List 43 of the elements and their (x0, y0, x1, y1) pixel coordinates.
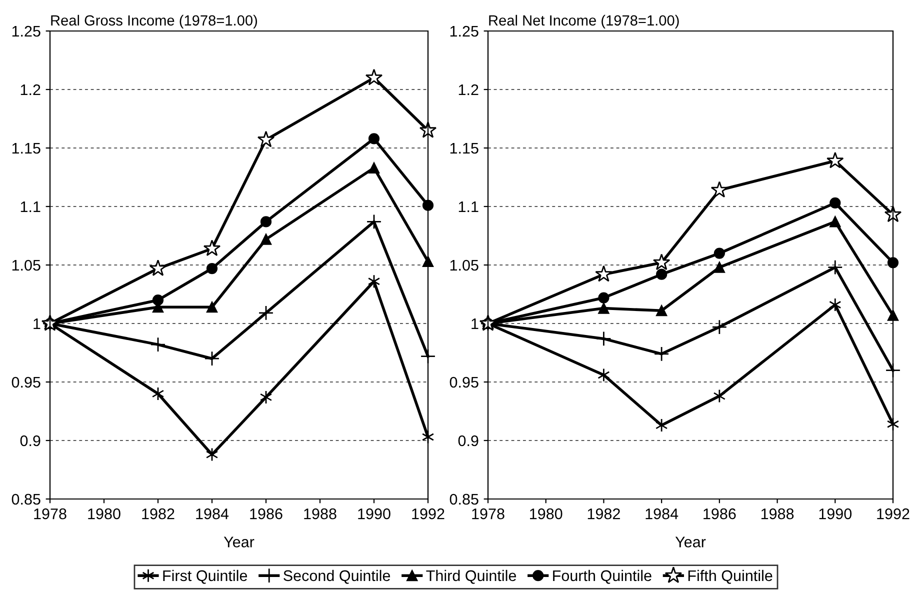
y-tick-label: 0.85 (450, 494, 478, 505)
x-tick-label: 1980 (88, 508, 120, 520)
x-tick-label: 1992 (877, 508, 910, 520)
chart-title: Real Gross Income (1978=1.00) (51, 14, 258, 28)
y-tick-label: 1.05 (12, 260, 40, 271)
x-axis-title: Year (224, 536, 254, 548)
x-tick-label: 1978 (472, 508, 504, 520)
x-tick-label: 1990 (819, 508, 852, 520)
y-tick-label: 0.95 (12, 376, 40, 388)
y-tick-label: 0.95 (450, 376, 478, 388)
x-tick-label: 1990 (358, 508, 390, 520)
x-tick-label: 1992 (412, 508, 444, 520)
y-tick-label: 1.25 (12, 26, 40, 37)
legend-label: First Quintile (163, 570, 248, 584)
x-tick-label: 1986 (250, 508, 282, 520)
y-tick-label: 0.85 (12, 494, 40, 505)
y-tick-label: 1.2 (458, 84, 478, 96)
y-tick-label: 1.15 (12, 143, 40, 154)
legend-label: Fifth Quintile (688, 570, 772, 584)
x-tick-label: 1986 (704, 508, 736, 520)
x-tick-label: 1982 (588, 508, 620, 520)
x-tick-label: 1980 (530, 508, 562, 520)
y-tick-label: 1.25 (450, 26, 478, 37)
x-tick-label: 1988 (761, 508, 794, 520)
y-tick-label: 1.1 (20, 202, 40, 212)
legend-label: Third Quintile (426, 570, 516, 584)
y-tick-label: 1 (472, 318, 478, 330)
chart-title: Real Net Income (1978=1.00) (489, 14, 679, 28)
x-tick-label: 1984 (646, 508, 678, 520)
x-tick-label: 1982 (142, 508, 174, 520)
y-tick-label: 0.9 (458, 435, 478, 446)
y-tick-label: 1.1 (458, 202, 478, 212)
x-axis-title: Year (675, 536, 706, 548)
legend-label: Second Quintile (284, 570, 390, 584)
y-tick-label: 1 (34, 318, 40, 330)
x-tick-label: 1978 (34, 508, 66, 520)
y-tick-label: 1.2 (20, 84, 40, 96)
y-tick-label: 0.9 (20, 435, 40, 446)
y-tick-label: 1.15 (450, 143, 478, 154)
legend-label: Fourth Quintile (553, 570, 652, 584)
x-tick-label: 1988 (304, 508, 336, 520)
y-tick-label: 1.05 (450, 260, 478, 271)
x-tick-label: 1984 (196, 508, 229, 520)
